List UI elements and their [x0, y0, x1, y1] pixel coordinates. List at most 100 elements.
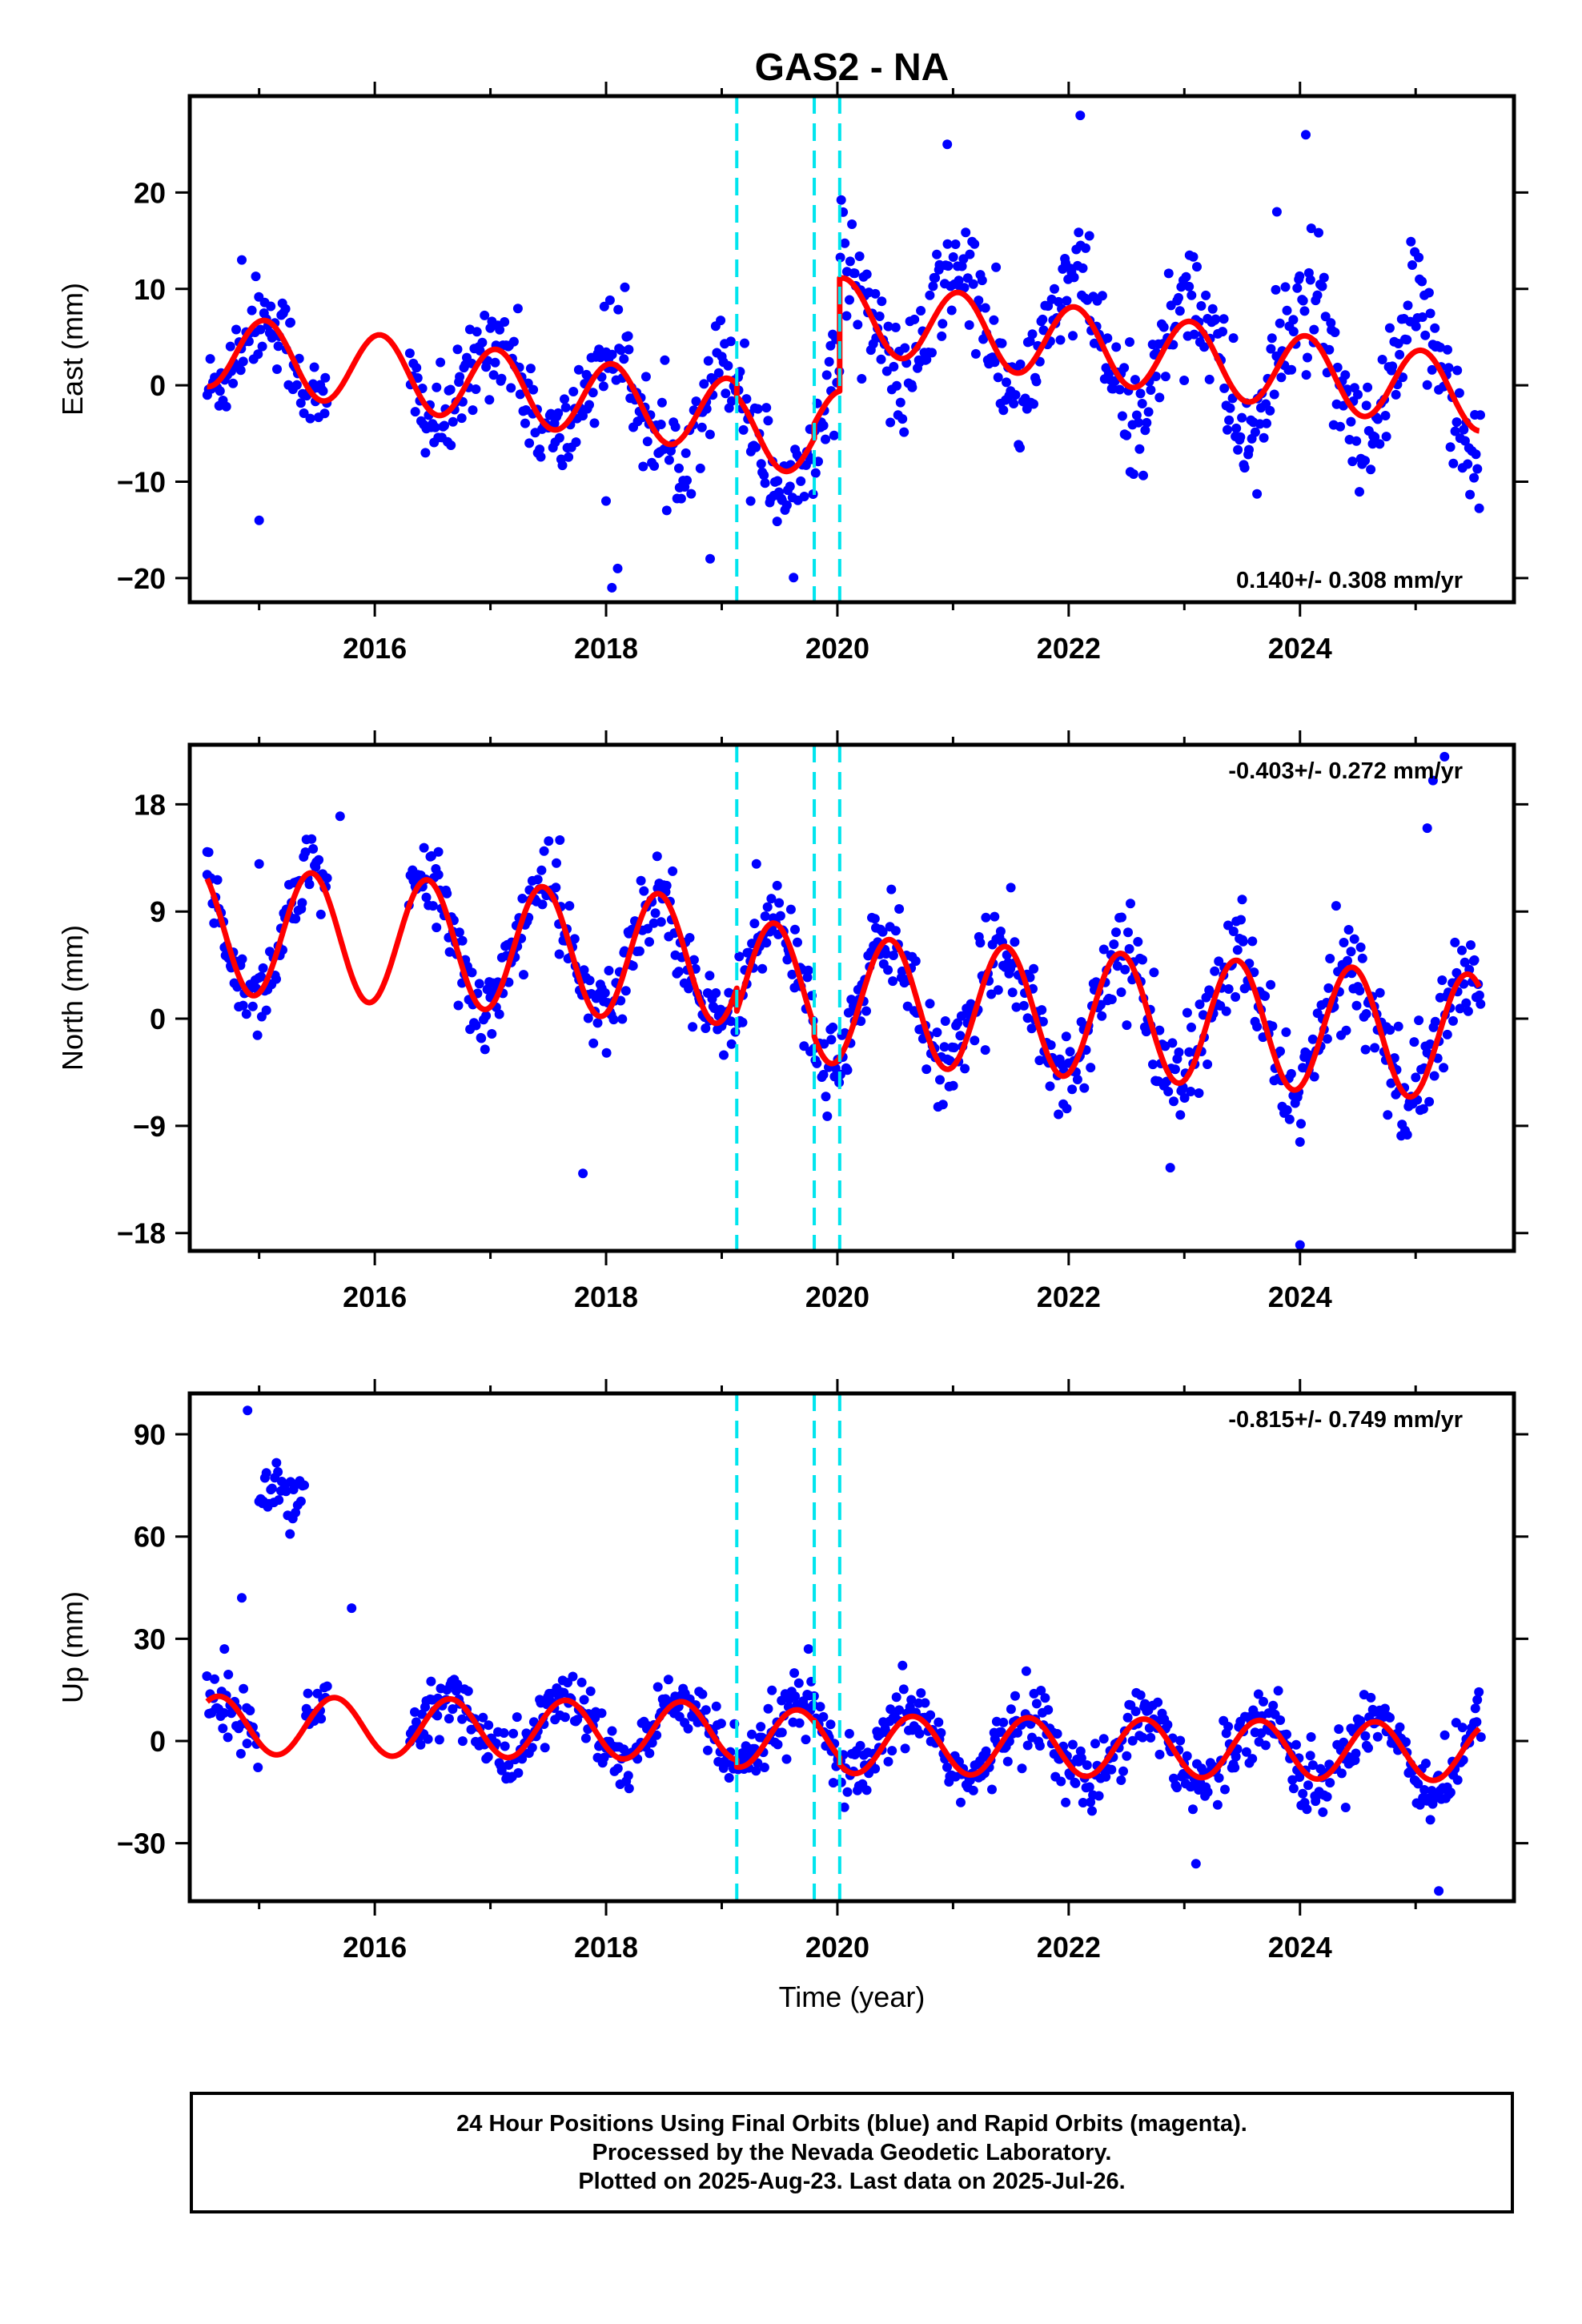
outlier-point	[601, 496, 611, 506]
data-point	[1275, 1046, 1285, 1056]
data-point	[1306, 1732, 1316, 1742]
data-point	[584, 975, 595, 986]
data-point	[219, 1708, 229, 1718]
data-point	[404, 348, 415, 359]
data-point	[1309, 324, 1319, 335]
data-point	[1439, 1063, 1449, 1073]
data-point	[1262, 418, 1271, 428]
data-point	[1381, 432, 1391, 442]
data-point	[1067, 1084, 1078, 1095]
data-point	[1370, 432, 1380, 442]
data-point	[1452, 365, 1463, 376]
data-point	[512, 1712, 522, 1723]
data-point	[1301, 370, 1311, 380]
data-point	[1425, 1815, 1435, 1825]
data-point	[986, 989, 997, 999]
data-point	[1407, 260, 1417, 270]
data-point	[1476, 410, 1485, 420]
x-tick-label: 2020	[805, 1931, 869, 1964]
data-point	[1175, 1110, 1186, 1120]
data-point	[1098, 1734, 1109, 1744]
up-plot-area	[202, 1393, 1486, 1901]
data-point	[1179, 376, 1190, 385]
outlier-point	[1006, 883, 1016, 893]
data-point	[410, 407, 420, 417]
outlier-point	[803, 1644, 813, 1655]
data-point	[844, 1728, 854, 1739]
data-point	[1214, 1773, 1224, 1783]
data-point	[1435, 342, 1445, 352]
data-point	[579, 965, 589, 975]
data-point	[927, 348, 937, 358]
data-point	[299, 408, 309, 418]
data-point	[319, 408, 330, 419]
data-point	[1326, 318, 1336, 328]
data-point	[980, 303, 990, 313]
data-point	[928, 281, 938, 292]
data-point	[890, 322, 901, 332]
data-point	[1125, 337, 1134, 348]
footer-line-2: Processed by the Nevada Geodetic Laborat…	[592, 2140, 1112, 2165]
data-point	[1098, 944, 1109, 955]
data-point	[1231, 423, 1242, 433]
data-point	[619, 1744, 629, 1755]
data-point	[942, 1762, 952, 1772]
data-point	[1386, 1078, 1396, 1088]
data-point	[1218, 327, 1227, 337]
y-tick-label: 9	[150, 895, 166, 928]
data-point	[1266, 979, 1276, 990]
data-point	[1379, 1703, 1390, 1714]
data-point	[467, 967, 477, 978]
data-point	[828, 1022, 838, 1032]
data-point	[954, 275, 964, 286]
data-point	[1119, 363, 1130, 373]
outlier-point	[607, 582, 617, 593]
data-point	[308, 844, 319, 854]
data-point	[576, 1677, 587, 1687]
x-tick-label: 2016	[343, 1281, 407, 1313]
data-point	[496, 1765, 507, 1775]
data-point	[612, 1763, 623, 1774]
data-point	[1360, 1731, 1371, 1741]
data-point	[980, 1045, 990, 1055]
outlier-point	[347, 1603, 357, 1614]
data-point	[539, 846, 549, 856]
data-point	[426, 1676, 436, 1687]
data-point	[1331, 901, 1341, 911]
data-point	[688, 1022, 698, 1032]
data-point	[674, 463, 684, 473]
data-point	[1288, 327, 1299, 336]
data-point	[1061, 1797, 1071, 1807]
data-point	[794, 1718, 805, 1728]
data-point	[496, 373, 507, 384]
data-point	[1011, 1002, 1022, 1012]
data-point	[1474, 1687, 1484, 1697]
data-point	[1116, 1775, 1126, 1785]
data-point	[307, 834, 317, 844]
data-point	[1418, 1104, 1428, 1114]
data-point	[960, 1063, 970, 1074]
data-point	[221, 401, 231, 412]
data-point	[1380, 411, 1391, 420]
data-point	[747, 939, 757, 949]
data-point	[749, 919, 760, 929]
data-point	[1470, 1703, 1480, 1714]
data-point	[494, 1009, 504, 1019]
data-point	[1135, 388, 1146, 399]
data-point	[821, 370, 832, 380]
data-point	[252, 1030, 263, 1040]
data-point	[892, 380, 901, 391]
data-point	[1069, 272, 1079, 283]
data-point	[781, 1754, 792, 1764]
data-point	[740, 338, 749, 348]
data-point	[998, 1717, 1009, 1727]
data-point	[1427, 364, 1437, 375]
data-point	[725, 336, 736, 347]
outlier-point	[1075, 111, 1086, 121]
outlier-point	[555, 835, 565, 845]
data-point	[500, 1741, 510, 1751]
data-point	[1361, 1009, 1371, 1019]
data-point	[1090, 1739, 1100, 1749]
data-point	[921, 355, 932, 364]
data-point	[445, 384, 456, 395]
